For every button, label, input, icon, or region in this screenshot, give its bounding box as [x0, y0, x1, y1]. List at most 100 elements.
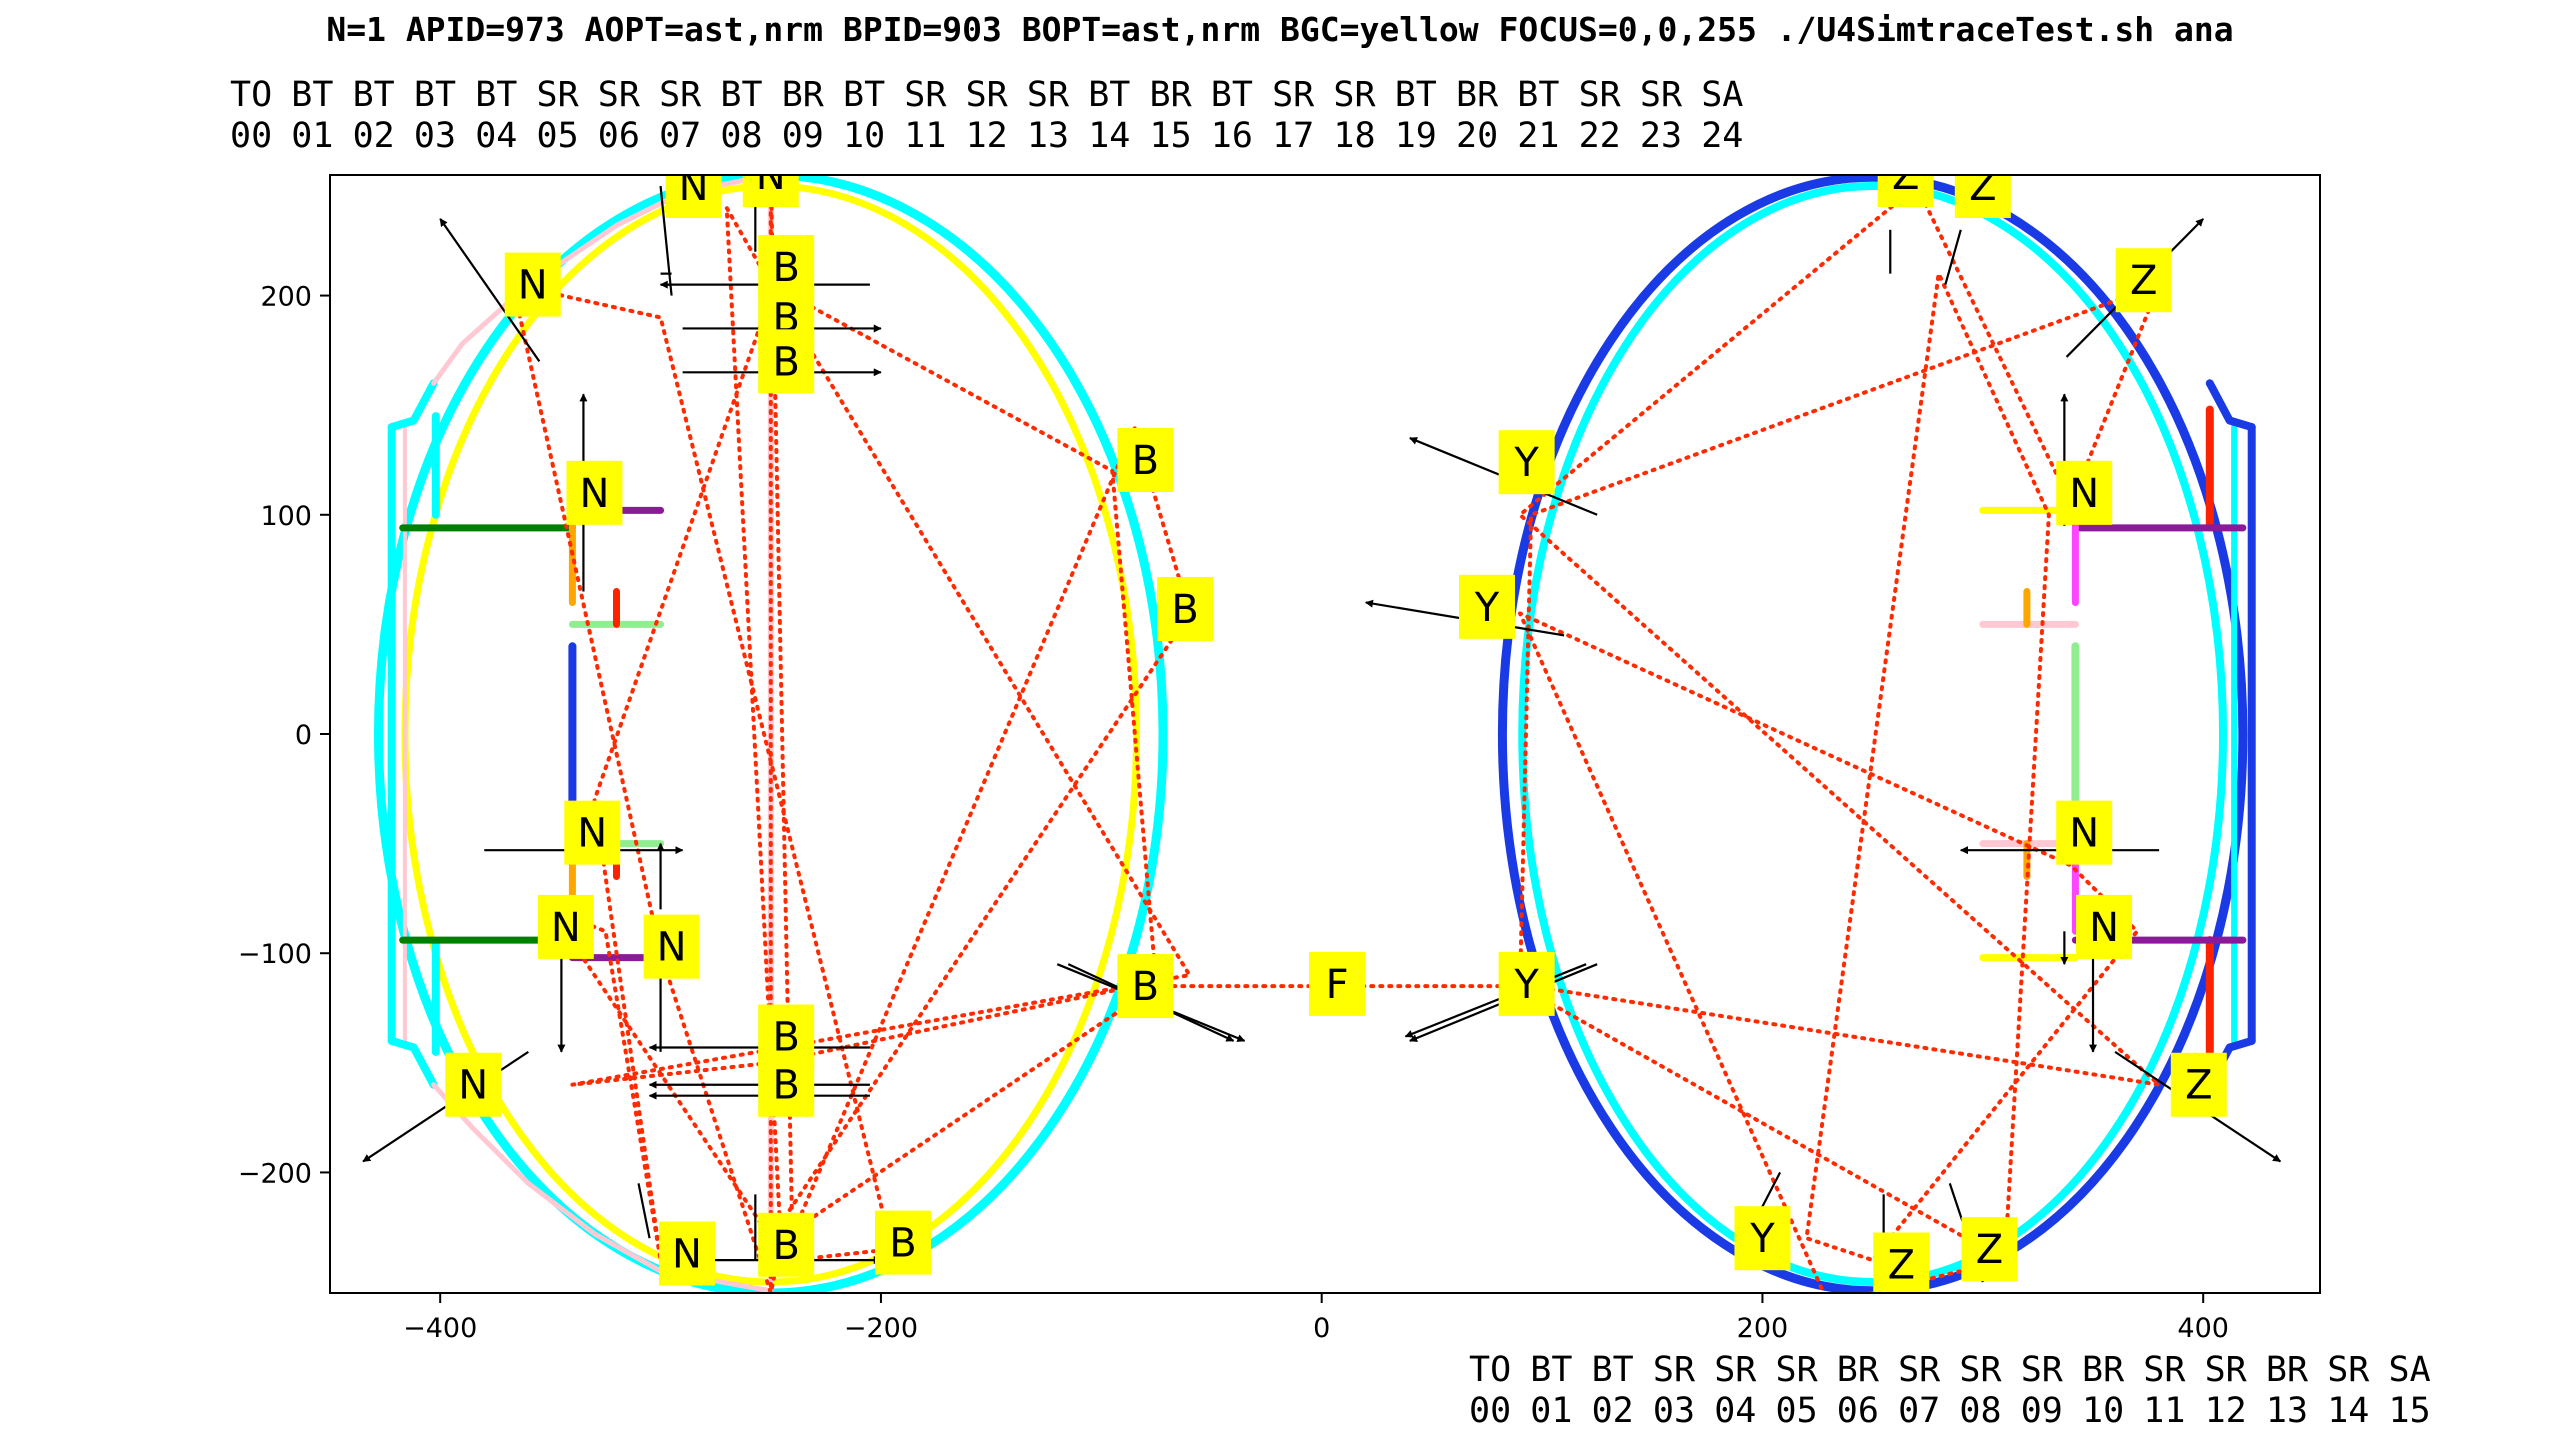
- top-step-code: SR: [1333, 75, 1376, 115]
- step-marker: N: [566, 460, 623, 525]
- bottom-step-code: BT: [1530, 1350, 1572, 1390]
- top-step-index: 00: [230, 116, 272, 156]
- top-step-index: 21: [1517, 116, 1559, 156]
- top-step-code: SR: [966, 75, 1009, 115]
- top-step-code: SR: [1272, 75, 1315, 115]
- step-marker-label: B: [1132, 964, 1159, 1010]
- top-step-code: BR: [782, 75, 825, 115]
- step-marker-label: B: [1132, 438, 1159, 484]
- bottom-step-code: SR: [1898, 1350, 1941, 1390]
- y-tick-label: −200: [238, 1158, 312, 1189]
- top-step-code: BT: [414, 75, 456, 115]
- direction-arrow: [1404, 963, 1587, 1038]
- bottom-step-index: 14: [2327, 1391, 2369, 1431]
- bottom-step-code: SR: [1776, 1350, 1819, 1390]
- step-marker: B: [758, 329, 815, 394]
- bottom-step-index: 10: [2082, 1391, 2124, 1431]
- step-marker: Y: [1734, 1206, 1791, 1271]
- step-marker-box: [1117, 954, 1174, 1019]
- step-marker-box: [1873, 1232, 1930, 1293]
- bottom-step-index: 13: [2266, 1391, 2308, 1431]
- step-marker-box: [1961, 1217, 2018, 1282]
- step-marker-box: [1458, 574, 1515, 639]
- top-step-index: 01: [291, 116, 333, 156]
- y-tick-label: 100: [260, 501, 312, 532]
- step-marker-box: [2056, 460, 2113, 525]
- y-tick-label: 200: [260, 282, 312, 313]
- step-marker-label: Y: [1749, 1216, 1775, 1262]
- step-marker-label: N: [2069, 471, 2099, 517]
- y-tick-label: 0: [295, 720, 312, 751]
- step-marker: N: [659, 1221, 716, 1286]
- step-marker: N: [643, 914, 700, 979]
- step-marker-box: [659, 1221, 716, 1286]
- bottom-step-code: BR: [2266, 1350, 2309, 1390]
- top-step-code: BR: [1150, 75, 1193, 115]
- bottom-step-index: 02: [1592, 1391, 1634, 1431]
- step-marker-box: [2076, 894, 2133, 959]
- bottom-step-code: BT: [1592, 1350, 1634, 1390]
- step-marker-box: [643, 914, 700, 979]
- outline-ellipse: [1518, 181, 2228, 1287]
- step-marker-label: Z: [1976, 1227, 2003, 1273]
- step-marker: Y: [1498, 430, 1555, 495]
- geometry-strokes: [387, 175, 2256, 1293]
- step-marker-box: [1734, 1206, 1791, 1271]
- step-marker: Y: [1458, 574, 1515, 639]
- bottom-step-index: 15: [2389, 1391, 2431, 1431]
- step-marker-label: Y: [1513, 962, 1539, 1008]
- top-step-index: 06: [598, 116, 640, 156]
- top-step-index: 08: [720, 116, 762, 156]
- step-marker: F: [1309, 951, 1366, 1016]
- step-marker: N: [2056, 460, 2113, 525]
- step-marker-box: [758, 1212, 815, 1277]
- step-marker-label: Z: [1888, 1243, 1915, 1289]
- step-marker-label: B: [772, 1063, 799, 1109]
- step-marker-box: [758, 1052, 815, 1117]
- step-marker-label: N: [518, 263, 548, 309]
- top-step-code: BT: [720, 75, 762, 115]
- step-marker: N: [2076, 894, 2133, 959]
- top-step-code: SR: [1027, 75, 1070, 115]
- top-step-code: SR: [1579, 75, 1622, 115]
- step-marker-label: N: [577, 811, 607, 857]
- top-step-code: BT: [291, 75, 333, 115]
- step-marker-box: [758, 329, 815, 394]
- step-marker-box: [445, 1052, 502, 1117]
- bottom-step-code: SR: [2021, 1350, 2064, 1390]
- step-marker-box: [742, 175, 799, 207]
- step-marker-box: [1309, 951, 1366, 1016]
- step-marker-label: N: [551, 905, 581, 951]
- step-marker-box: [1877, 175, 1934, 207]
- bottom-step-code: SR: [1653, 1350, 1696, 1390]
- top-step-index: 05: [537, 116, 579, 156]
- top-step-index: 12: [966, 116, 1008, 156]
- step-marker-box: [564, 800, 621, 865]
- step-marker: Z: [2170, 1052, 2227, 1117]
- step-marker-label: N: [2089, 905, 2119, 951]
- x-tick-label: −400: [403, 1313, 477, 1344]
- top-step-index: 02: [353, 116, 395, 156]
- top-step-code: BT: [843, 75, 885, 115]
- step-marker-label: N: [579, 471, 609, 517]
- step-marker-box: [566, 460, 623, 525]
- bottom-step-index: 00: [1469, 1391, 1511, 1431]
- step-marker: B: [1117, 427, 1174, 492]
- top-step-code: SR: [1640, 75, 1683, 115]
- x-tick-label: 400: [2177, 1313, 2229, 1344]
- bottom-step-index: 03: [1653, 1391, 1695, 1431]
- step-marker-box: [504, 252, 561, 317]
- step-marker-box: [2115, 248, 2172, 313]
- bottom-step-code: SR: [2327, 1350, 2370, 1390]
- step-marker: N: [2056, 800, 2113, 865]
- direction-arrow: [439, 218, 541, 362]
- top-step-index: 17: [1272, 116, 1314, 156]
- bottom-step-index: 09: [2021, 1391, 2063, 1431]
- top-step-index: 24: [1701, 116, 1743, 156]
- step-marker-label: Z: [1969, 164, 1996, 210]
- bottom-step-index: 04: [1714, 1391, 1756, 1431]
- top-step-index: 03: [414, 116, 456, 156]
- bottom-step-index: 01: [1530, 1391, 1572, 1431]
- step-marker-box: [1117, 427, 1174, 492]
